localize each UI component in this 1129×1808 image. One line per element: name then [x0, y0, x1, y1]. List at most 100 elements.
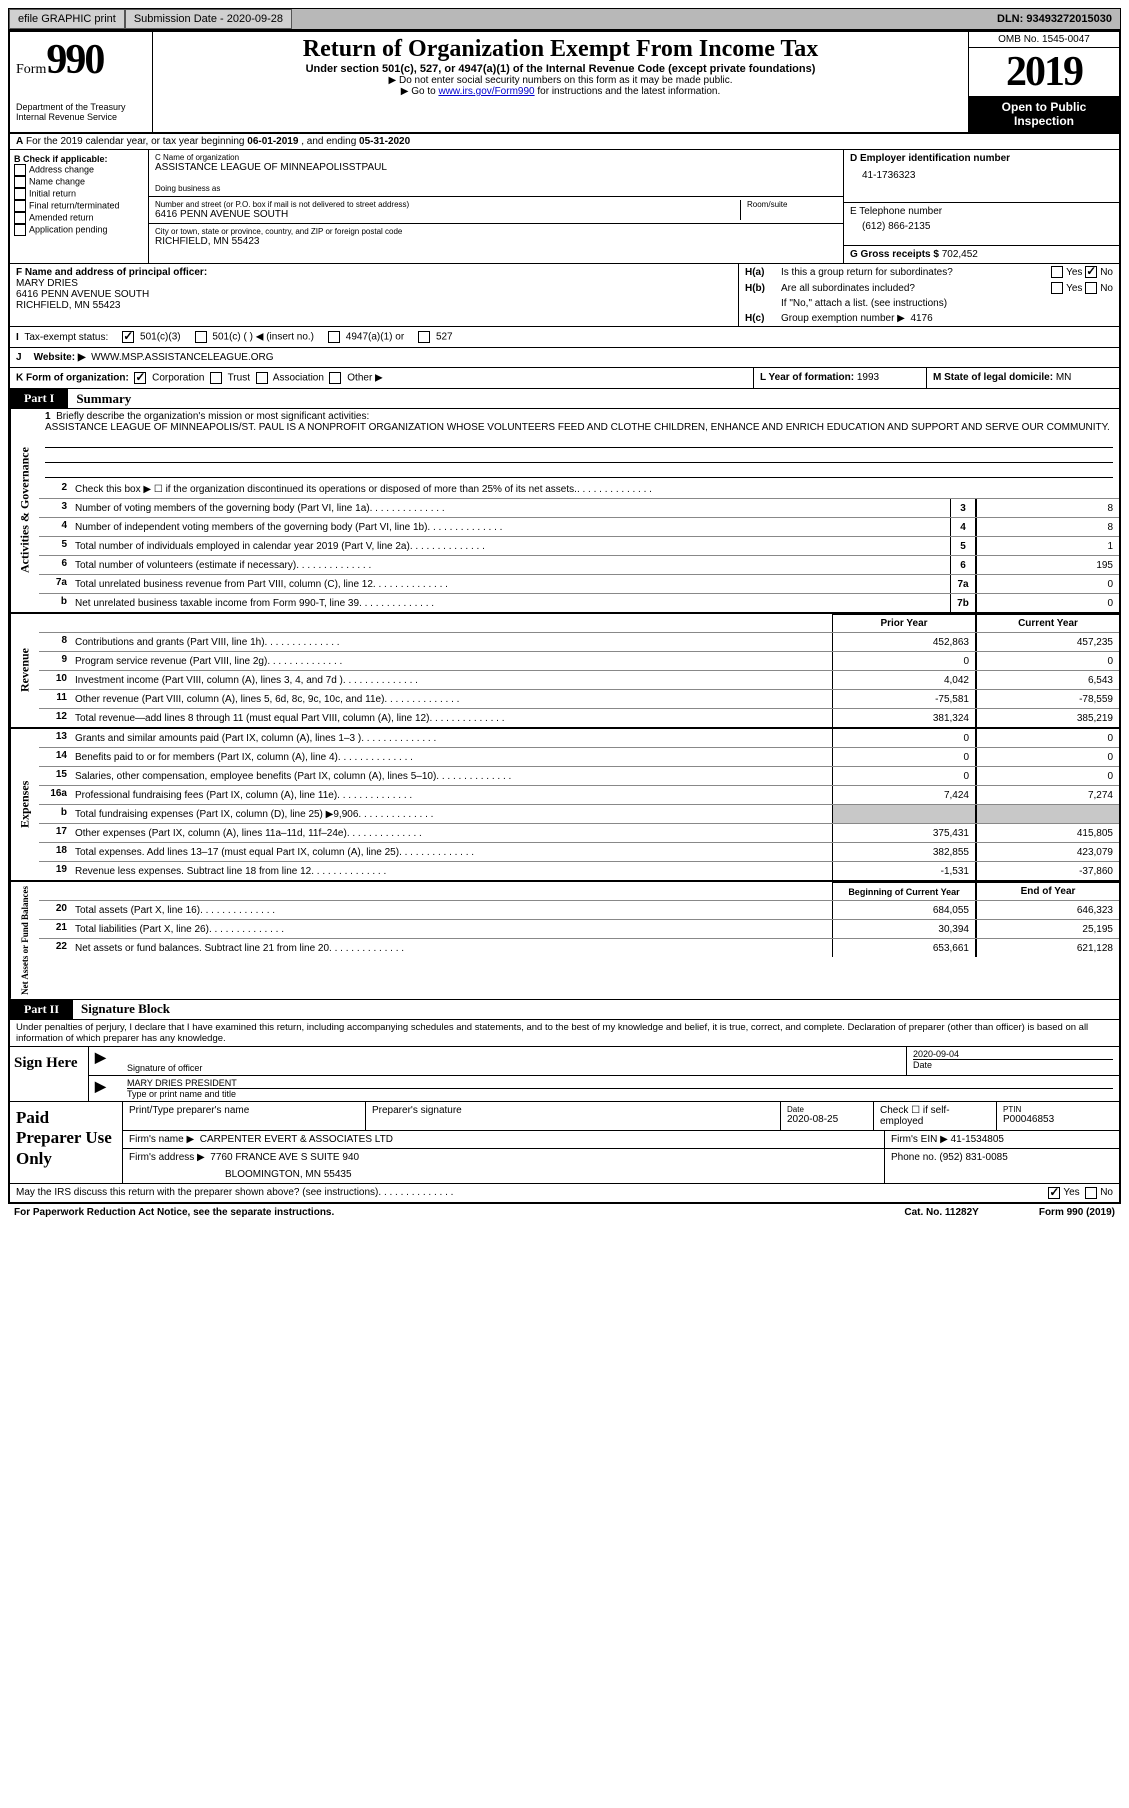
- side-label-revenue: Revenue: [10, 614, 39, 727]
- preparer-row-3: Firm's address ▶ 7760 FRANCE AVE S SUITE…: [123, 1149, 1119, 1183]
- ha-no-lbl: No: [1100, 267, 1113, 278]
- dln-label: DLN:: [997, 13, 1026, 25]
- net-lines-line-20: 20Total assets (Part X, line 16)684,0556…: [39, 901, 1119, 920]
- chk-discuss-yes[interactable]: [1048, 1187, 1060, 1199]
- firm-name-value: CARPENTER EVERT & ASSOCIATES LTD: [200, 1134, 393, 1145]
- exp-lines-line-14: 14Benefits paid to or for members (Part …: [39, 748, 1119, 767]
- line-text: Total assets (Part X, line 16): [71, 901, 832, 919]
- gov-line-b: bNet unrelated business taxable income f…: [39, 594, 1119, 612]
- irs-link[interactable]: www.irs.gov/Form990: [438, 86, 534, 97]
- chk-501c3[interactable]: [122, 331, 134, 343]
- opt-4947: 4947(a)(1) or: [346, 332, 404, 343]
- blank-line-3: [45, 463, 1113, 478]
- line-num: 10: [39, 671, 71, 689]
- chk-hb-yes[interactable]: [1051, 282, 1063, 294]
- chk-hb-no[interactable]: [1085, 282, 1097, 294]
- line-box: 7b: [950, 594, 976, 612]
- chk-527[interactable]: [418, 331, 430, 343]
- chk-501c[interactable]: [195, 331, 207, 343]
- part-2-header: Part II Signature Block: [10, 1000, 1119, 1020]
- h-a-row: H(a) Is this a group return for subordin…: [739, 264, 1119, 280]
- chk-initial-return[interactable]: [14, 188, 26, 200]
- preparer-row-2: Firm's name ▶ CARPENTER EVERT & ASSOCIAT…: [123, 1131, 1119, 1149]
- exp-lines-line-18: 18Total expenses. Add lines 13–17 (must …: [39, 843, 1119, 862]
- form-note-1: ▶ Do not enter social security numbers o…: [159, 75, 962, 86]
- open-inspection-badge: Open to Public Inspection: [969, 96, 1119, 132]
- line-num: 18: [39, 843, 71, 861]
- opt-other: Other ▶: [347, 373, 382, 384]
- j-label: J: [16, 352, 22, 363]
- prior-value: 653,661: [832, 939, 976, 957]
- submission-date-label: Submission Date -: [134, 13, 227, 25]
- net-lines-line-22: 22Net assets or fund balances. Subtract …: [39, 939, 1119, 957]
- paid-preparer-block: Paid Preparer Use Only Print/Type prepar…: [10, 1101, 1119, 1183]
- lbl-amended-return: Amended return: [29, 212, 94, 222]
- opt-527: 527: [436, 332, 453, 343]
- pra-notice: For Paperwork Reduction Act Notice, see …: [14, 1207, 334, 1218]
- chk-final-return[interactable]: [14, 200, 26, 212]
- cat-number: Cat. No. 11282Y: [904, 1207, 978, 1218]
- current-value: 25,195: [976, 920, 1119, 938]
- rev-lines-line-8: 8Contributions and grants (Part VIII, li…: [39, 633, 1119, 652]
- line-num: 22: [39, 939, 71, 957]
- chk-amended-return[interactable]: [14, 212, 26, 224]
- form-990-container: Form990 Department of the Treasury Inter…: [8, 30, 1121, 1204]
- prior-value: -75,581: [832, 690, 976, 708]
- gov-line-5: 5Total number of individuals employed in…: [39, 537, 1119, 556]
- chk-4947[interactable]: [328, 331, 340, 343]
- h-a-label: H(a): [745, 267, 781, 278]
- h-c-row: H(c) Group exemption number ▶ 4176: [739, 311, 1119, 326]
- line-num: b: [39, 805, 71, 823]
- line-box: 3: [950, 499, 976, 517]
- h-c-value: 4176: [910, 313, 932, 324]
- line-text: Investment income (Part VIII, column (A)…: [71, 671, 832, 689]
- note2-suffix: for instructions and the latest informat…: [537, 86, 720, 97]
- firm-addr2-value: BLOOMINGTON, MN 55435: [129, 1163, 878, 1180]
- form-title: Return of Organization Exempt From Incom…: [159, 36, 962, 63]
- receipts-label: G Gross receipts $: [850, 249, 942, 260]
- chk-name-change[interactable]: [14, 176, 26, 188]
- prior-value: 30,394: [832, 920, 976, 938]
- h-b-note-row: If "No," attach a list. (see instruction…: [739, 296, 1119, 311]
- chk-corporation[interactable]: [134, 372, 146, 384]
- line-text: Program service revenue (Part VIII, line…: [71, 652, 832, 670]
- chk-other[interactable]: [329, 372, 341, 384]
- line-num: 12: [39, 709, 71, 727]
- line-value: 195: [976, 556, 1119, 574]
- section-net-assets: Net Assets or Fund Balances Beginning of…: [10, 882, 1119, 1000]
- officer-name-label: Type or print name and title: [127, 1088, 1113, 1099]
- chk-trust[interactable]: [210, 372, 222, 384]
- dept-label: Department of the Treasury Internal Reve…: [16, 102, 146, 122]
- signature-declaration: Under penalties of perjury, I declare th…: [10, 1020, 1119, 1047]
- mission-row: 1 Briefly describe the organization's mi…: [39, 409, 1119, 480]
- line-text: Total expenses. Add lines 13–17 (must eq…: [71, 843, 832, 861]
- website-label: Website: ▶: [34, 352, 86, 363]
- chk-application-pending[interactable]: [14, 224, 26, 236]
- line-text: Total number of volunteers (estimate if …: [71, 556, 950, 574]
- form-num: 990: [46, 37, 103, 83]
- form-subtitle: Under section 501(c), 527, or 4947(a)(1)…: [159, 63, 962, 75]
- current-value: 457,235: [976, 633, 1119, 651]
- rev-lines-line-12: 12Total revenue—add lines 8 through 11 (…: [39, 709, 1119, 727]
- chk-discuss-no[interactable]: [1085, 1187, 1097, 1199]
- line-text: Net unrelated business taxable income fr…: [71, 594, 950, 612]
- chk-address-change[interactable]: [14, 164, 26, 176]
- form-header: Form990 Department of the Treasury Inter…: [10, 32, 1119, 134]
- current-value: 415,805: [976, 824, 1119, 842]
- chk-ha-yes[interactable]: [1051, 266, 1063, 278]
- preparer-row-1: Print/Type preparer's name Preparer's si…: [123, 1102, 1119, 1131]
- opt-501c3: 501(c)(3): [140, 332, 181, 343]
- firm-ein-label: Firm's EIN ▶: [891, 1134, 948, 1145]
- part-2-title: Signature Block: [73, 1001, 170, 1017]
- efile-print-button[interactable]: efile GRAPHIC print: [9, 9, 125, 29]
- opt-corporation: Corporation: [152, 373, 204, 384]
- firm-ein-value: 41-1534805: [951, 1134, 1004, 1145]
- section-f-h: F Name and address of principal officer:…: [10, 264, 1119, 327]
- line-num: 11: [39, 690, 71, 708]
- row-j-website: J Website: ▶ WWW.MSP.ASSISTANCELEAGUE.OR…: [10, 348, 1119, 368]
- gov-line-6: 6Total number of volunteers (estimate if…: [39, 556, 1119, 575]
- line-text: Total revenue—add lines 8 through 11 (mu…: [71, 709, 832, 727]
- line-value: 8: [976, 518, 1119, 536]
- chk-ha-no[interactable]: [1085, 266, 1097, 278]
- chk-association[interactable]: [256, 372, 268, 384]
